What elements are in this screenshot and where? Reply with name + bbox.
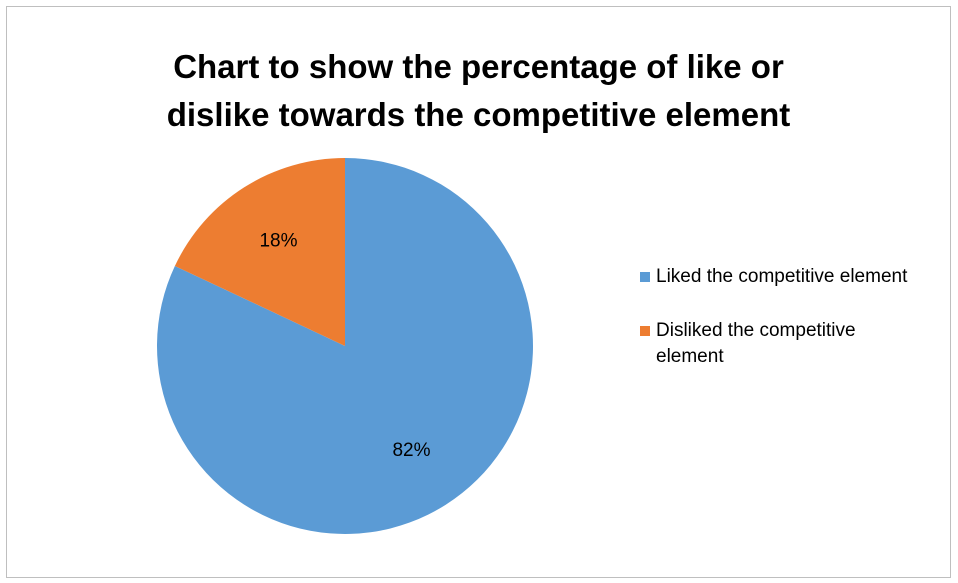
legend: Liked the competitive element Disliked t… (640, 264, 940, 398)
chart-title: Chart to show the percentage of like or … (7, 43, 950, 139)
chart-frame: Chart to show the percentage of like or … (6, 6, 951, 578)
data-label-liked: 82% (392, 440, 430, 461)
data-label-disliked: 18% (259, 230, 297, 251)
chart-title-line-1: Chart to show the percentage of like or (173, 48, 784, 85)
legend-label-disliked: Disliked the competitive element (656, 320, 856, 367)
pie-slice-disliked (174, 158, 345, 346)
legend-item-liked: Liked the competitive element (640, 264, 940, 290)
legend-swatch-disliked (640, 326, 650, 336)
legend-label-liked: Liked the competitive element (656, 266, 908, 287)
pie-chart: 82% 18% (157, 158, 533, 534)
chart-title-line-2: dislike towards the competitive element (166, 96, 791, 133)
legend-item-disliked: Disliked the competitive element (640, 318, 940, 370)
legend-swatch-liked (640, 272, 650, 282)
